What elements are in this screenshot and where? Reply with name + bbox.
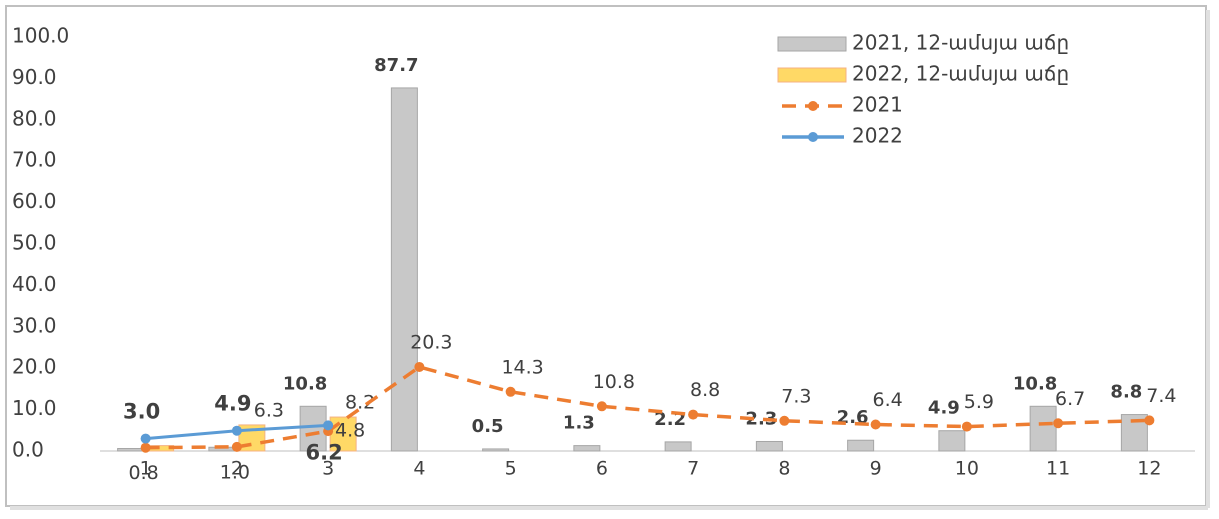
point [323,420,334,431]
data-label: 10.8 [283,373,327,394]
y-tick-label: 10.0 [12,396,57,420]
data-label: 6.3 [254,399,284,421]
bar [938,430,966,452]
data-label: 1.0 [220,461,250,483]
y-tick-label: 50.0 [12,231,57,255]
legend-label: 2021 [852,93,903,117]
point [231,441,242,452]
data-label: 3.0 [123,400,160,424]
point [1053,418,1064,429]
legend-label: 2021, 12-ամսյա աճը [852,31,1069,55]
bar [573,445,601,452]
data-label: 6.2 [306,440,343,464]
legend-swatch [808,101,818,111]
x-tick-label: 12 [1137,458,1161,480]
data-label: 4.9 [214,392,251,416]
data-label: 8.8 [1110,382,1142,403]
point [140,442,151,453]
data-label: 8.8 [690,379,720,401]
legend-swatch [777,67,847,83]
data-label: 0.5 [472,416,504,437]
data-label: 20.3 [410,331,452,353]
frame [5,5,1207,507]
y-tick-label: 90.0 [12,65,57,89]
y-tick-label: 80.0 [12,106,57,130]
y-tick-label: 20.0 [12,355,57,379]
data-label: 4.8 [335,420,365,442]
bar [117,448,145,452]
x-tick-label: 11 [1046,458,1070,480]
bar [847,439,875,452]
bar [1029,405,1057,452]
data-label: 4.9 [928,398,960,419]
data-label: 87.7 [374,55,418,76]
data-label: 2.3 [745,408,777,429]
data-label: 6.7 [1055,388,1085,410]
y-tick-label: 100.0 [12,24,69,48]
data-label: 7.3 [781,385,811,407]
x-tick-label: 3 [322,458,334,480]
y-tick-label: 70.0 [12,148,57,172]
point [231,425,242,436]
legend-swatch [808,132,818,142]
legend-swatch [777,36,847,52]
x-tick-label: 4 [413,458,425,480]
x-tick-label: 5 [505,458,517,480]
x-tick-label: 1 [140,458,152,480]
bar [329,416,357,452]
data-label: 5.9 [964,391,994,413]
line [145,365,1150,450]
data-label: 10.8 [593,371,635,393]
data-label: 10.8 [1013,373,1057,394]
bar [664,441,692,452]
data-label: 6.4 [873,389,903,411]
x-tick-label: 7 [687,458,699,480]
point [779,415,790,426]
point [505,386,516,397]
point [1144,415,1155,426]
x-tick-label: 8 [778,458,790,480]
point [688,409,699,420]
bar [390,87,418,452]
bar [482,448,510,452]
data-label: 8.2 [345,392,375,414]
y-tick-label: 60.0 [12,189,57,213]
point [961,421,972,432]
x-tick-label: 6 [596,458,608,480]
x-tick-label: 2 [231,458,243,480]
x-tick-label: 10 [955,458,979,480]
point [140,433,151,444]
bar [755,440,783,452]
x-tick-label: 9 [870,458,882,480]
data-label: 1.3 [563,413,595,434]
point [870,419,881,430]
data-label: 14.3 [501,356,543,378]
y-tick-label: 40.0 [12,272,57,296]
y-tick-label: 0.0 [12,438,44,462]
data-label: 7.4 [1146,385,1176,407]
legend-label: 2022 [852,124,903,148]
point [596,401,607,412]
point [414,361,425,372]
legend-label: 2022, 12-ամսյա աճը [852,62,1069,86]
y-tick-label: 30.0 [12,313,57,337]
data-label: 0.8 [129,462,159,484]
